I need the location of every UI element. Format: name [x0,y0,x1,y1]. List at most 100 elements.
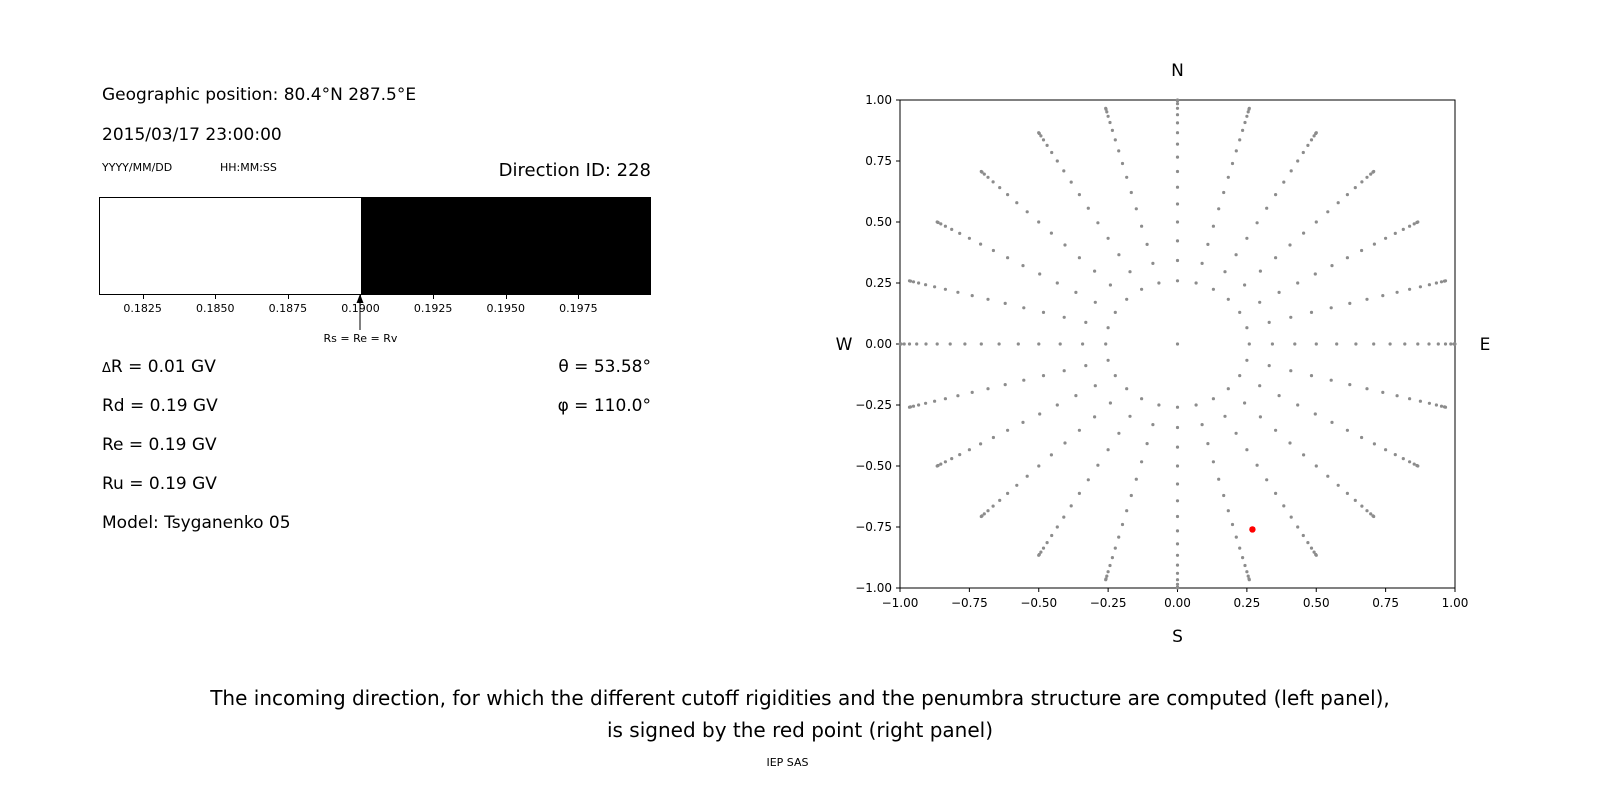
grid-point [1443,279,1448,283]
x-tick-label: 0.75 [1372,596,1399,610]
grid-point [1416,342,1420,346]
grid-point [1289,515,1293,519]
grid-point [1134,477,1138,481]
label-south: S [1172,627,1183,647]
grid-point [1093,415,1097,419]
credit-text: IEP SAS [766,756,809,769]
grid-point [967,236,971,240]
grid-point [1372,514,1376,519]
grid-point [1077,256,1081,260]
grid-point [1217,477,1221,481]
grid-point [1345,428,1349,432]
grid-point [1206,442,1210,446]
time-format-hint: HH:MM:SS [220,161,277,174]
grid-point [1245,570,1249,574]
grid-point [1401,457,1405,461]
grid-point [1006,428,1010,432]
grid-point [970,390,974,394]
grid-point [1211,287,1215,291]
grid-point [902,342,906,346]
grid-point [1274,193,1278,197]
grid-point [1258,269,1262,273]
grid-point [986,387,990,391]
grid-point [1418,285,1422,289]
grid-point [1388,342,1392,346]
grid-point [1084,320,1088,324]
grid-point [1106,114,1110,118]
grid-point [1336,201,1340,205]
grid-point [933,285,937,289]
grid-point [1175,342,1180,346]
grid-point [998,186,1002,190]
y-tick-label: 1.00 [865,93,892,107]
grid-point [1255,463,1259,467]
grid-point [979,342,983,346]
grid-point [1243,401,1247,405]
grid-point [1106,326,1110,330]
y-tick-label: 0.25 [865,276,892,290]
grid-point [943,287,947,291]
grid-point [1049,231,1053,235]
grid-point [1226,509,1230,513]
x-tick-label: −0.50 [1020,596,1057,610]
grid-point [1403,342,1407,346]
grid-point [1288,441,1292,445]
grid-point [1439,280,1444,284]
grid-point [1069,180,1073,184]
grid-point [1230,522,1235,527]
grid-point [1453,342,1457,346]
grid-point [1055,159,1059,163]
grid-point [911,280,916,284]
grid-point [1314,220,1318,224]
grid-point [943,224,947,228]
grid-point [1108,563,1112,568]
grid-point [1145,442,1149,446]
penumbra-x-tick-mark [433,295,435,299]
grid-point [1277,394,1281,398]
grid-point [1077,193,1081,197]
grid-point [1175,499,1180,503]
grid-point [1211,224,1215,228]
grid-point [1038,272,1042,276]
grid-point [1245,236,1249,240]
grid-point [1105,574,1109,578]
grid-point [1175,571,1180,575]
grid-point [1041,374,1046,378]
grid-point [1381,390,1385,394]
grid-point [1238,310,1242,314]
grid-point [943,397,947,401]
grid-point [1412,462,1416,466]
x-tick-label: −1.00 [882,596,919,610]
grid-point [1108,283,1112,287]
grid-point [1245,326,1249,330]
grid-point [1200,261,1204,265]
ru-text: Ru = 0.19 GV [102,474,217,494]
grid-point [1246,574,1250,578]
grid-point [950,457,954,461]
grid-point [1003,301,1007,305]
grid-point [1443,405,1448,409]
y-tick-label: −0.25 [855,398,892,412]
grid-point [979,514,983,519]
penumbra-x-tick-mark [505,295,507,299]
grid-point [1267,320,1271,324]
grid-point [1106,448,1110,452]
grid-point [1106,358,1110,362]
grid-point [1037,553,1041,557]
grid-point [1348,301,1352,305]
grid-point [1293,342,1297,346]
grid-point [1003,383,1007,387]
grid-point [1175,258,1180,263]
grid-point [1175,185,1180,189]
arrow-label: Rs = Re = Rv [323,332,398,345]
grid-point [970,294,974,298]
grid-point [1393,231,1397,235]
grid-point [1074,290,1078,294]
grid-point [963,342,967,346]
grid-point [1222,493,1226,498]
grid-point [1329,378,1333,382]
grid-point [1330,420,1334,424]
grid-point [1408,397,1412,401]
grid-point [924,342,928,346]
grid-point [1296,281,1300,285]
